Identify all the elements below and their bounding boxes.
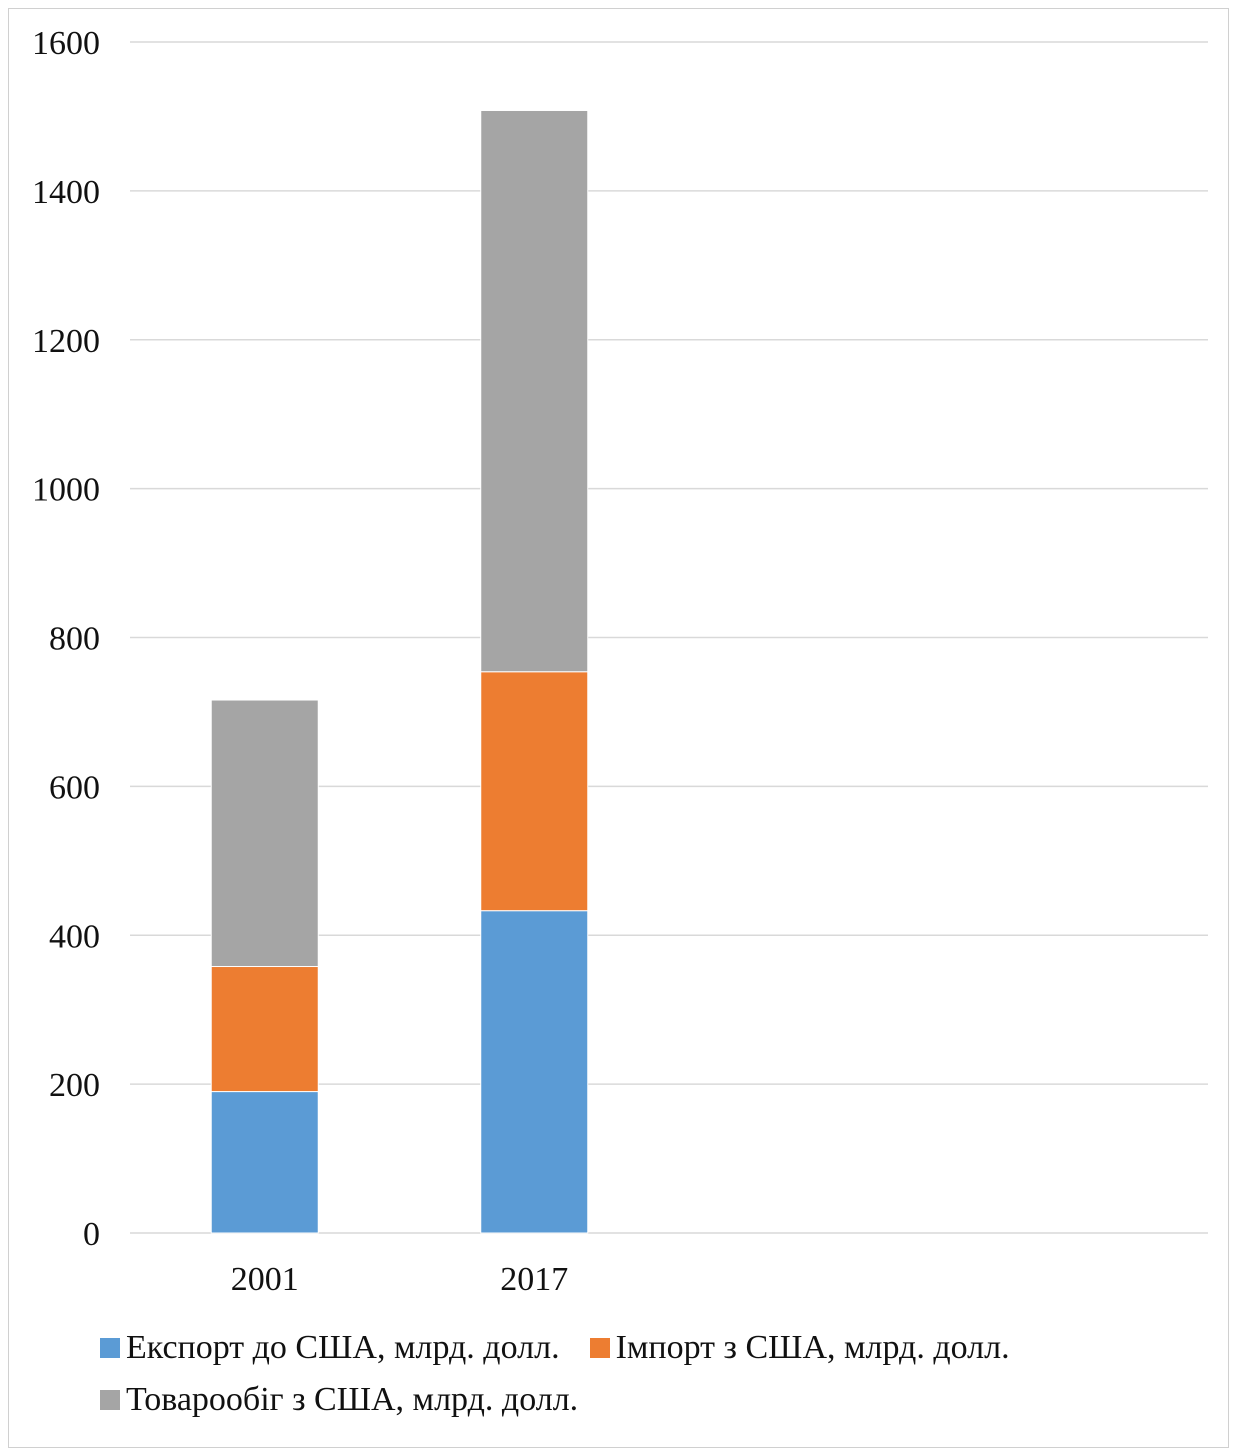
legend-row-1: Експорт до США, млрд. долл. Імпорт з США… [100, 1322, 1200, 1374]
legend-item-turnover: Товарообіг з США, млрд. долл. [100, 1381, 578, 1419]
y-tick-label-1200: 1200 [32, 323, 100, 360]
legend-item-export: Експорт до США, млрд. долл. [100, 1329, 560, 1367]
y-tick-label-600: 600 [49, 769, 100, 806]
bar-2001-series-2 [210, 699, 319, 968]
x-tick-label-2017: 2017 [500, 1261, 568, 1298]
bar-2017-series-2 [480, 109, 589, 673]
x-tick-label-2001: 2001 [231, 1261, 299, 1298]
y-tick-label-1600: 1600 [32, 25, 100, 62]
legend-swatch-import [589, 1338, 610, 1358]
y-tick-label-800: 800 [49, 621, 100, 658]
legend-swatch-export [100, 1338, 120, 1358]
y-tick-label-1400: 1400 [32, 174, 100, 211]
y-tick-label-200: 200 [49, 1067, 100, 1104]
legend-label-import: Імпорт з США, млрд. долл. [615, 1329, 1010, 1366]
y-tick-label-1000: 1000 [32, 472, 100, 509]
bars [210, 109, 589, 1234]
legend-item-import: Імпорт з США, млрд. долл. [589, 1329, 1010, 1367]
y-tick-label-0: 0 [83, 1216, 100, 1253]
legend-row-2: Товарообіг з США, млрд. долл. [100, 1374, 1200, 1426]
x-axis-tick-labels: 2001 2017 [231, 1261, 569, 1298]
y-axis-tick-labels: 0 200 400 600 800 1000 1200 1400 1600 [32, 25, 100, 1253]
bar-2017-series-0 [480, 910, 589, 1234]
bar-2001-series-1 [210, 966, 319, 1093]
legend-label-turnover: Товарообіг з США, млрд. долл. [126, 1381, 579, 1418]
legend-swatch-turnover [100, 1390, 120, 1410]
legend: Експорт до США, млрд. долл. Імпорт з США… [100, 1322, 1200, 1426]
y-tick-label-400: 400 [49, 918, 100, 955]
legend-label-export: Експорт до США, млрд. долл. [126, 1329, 560, 1366]
bar-2001-series-0 [210, 1091, 319, 1234]
bar-2017-series-1 [480, 671, 589, 912]
